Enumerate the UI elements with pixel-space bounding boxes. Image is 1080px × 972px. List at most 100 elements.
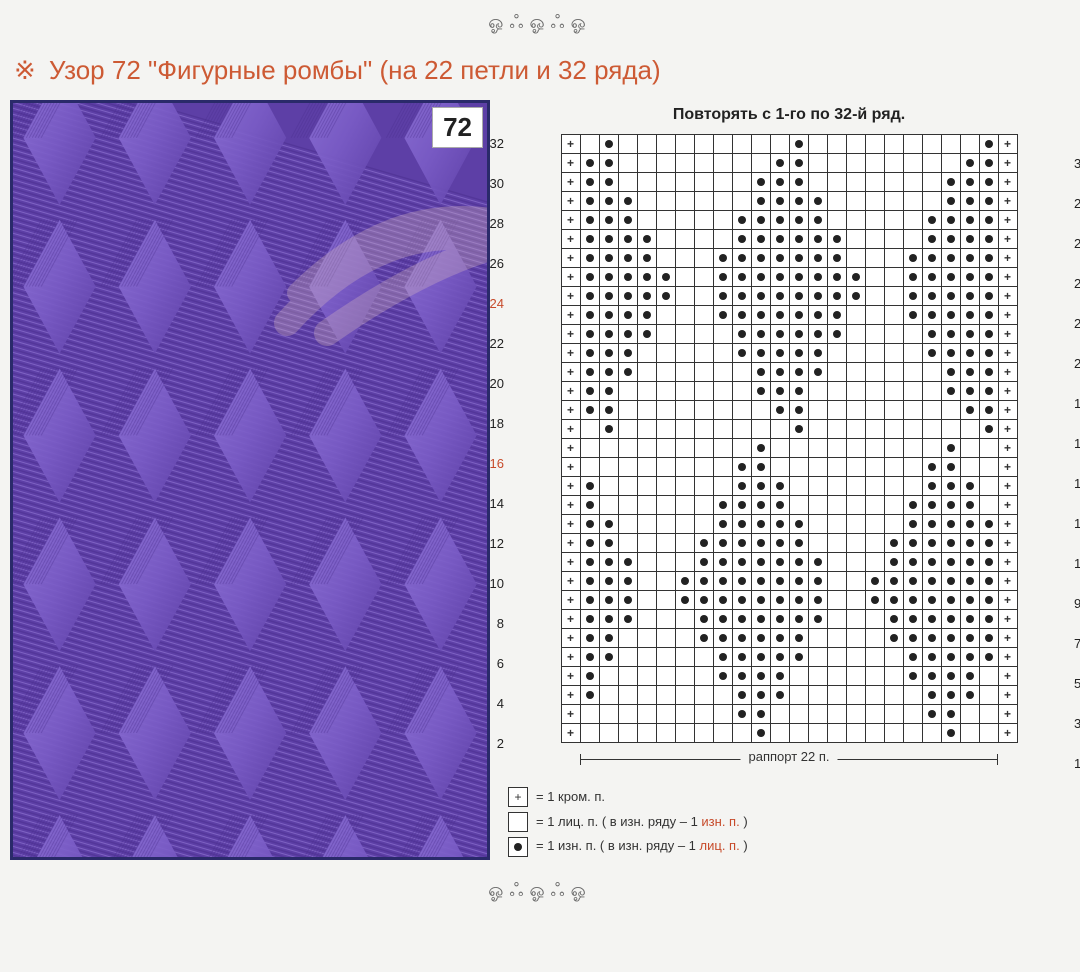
chart-cell (732, 439, 751, 458)
chart-cell (770, 344, 789, 363)
chart-cell (884, 496, 903, 515)
chart-cell (960, 515, 979, 534)
chart-cell (884, 154, 903, 173)
chart-cell (770, 249, 789, 268)
chart-cell (732, 173, 751, 192)
row-label-left: 6 (497, 656, 504, 671)
chart-cell (713, 344, 732, 363)
chart-cell (656, 477, 675, 496)
chart-cell (618, 477, 637, 496)
chart-cell (770, 610, 789, 629)
chart-cell (865, 420, 884, 439)
chart-cell (618, 420, 637, 439)
chart-cell (979, 401, 998, 420)
chart-cell (637, 648, 656, 667)
chart-cell (675, 344, 694, 363)
chart-cell (713, 192, 732, 211)
chart-cell (618, 249, 637, 268)
chart-cell (770, 135, 789, 154)
chart-cell (713, 249, 732, 268)
chart-cell (827, 458, 846, 477)
chart-cell (789, 686, 808, 705)
chart-cell (789, 724, 808, 743)
chart-cell (732, 667, 751, 686)
chart-cell: + (561, 477, 580, 496)
row-label-right: 15 (1074, 476, 1080, 491)
chart-cell (884, 572, 903, 591)
ornament-top: ஓஃஓஃஓ (0, 0, 1080, 47)
chart-cell (922, 515, 941, 534)
chart-cell (675, 610, 694, 629)
chart-cell (941, 420, 960, 439)
chart-cell (580, 230, 599, 249)
chart-cell (865, 591, 884, 610)
chart-cell (580, 724, 599, 743)
chart-cell (599, 192, 618, 211)
chart-cell: + (561, 249, 580, 268)
chart-cell (922, 439, 941, 458)
chart-cell (960, 686, 979, 705)
chart-cell (694, 249, 713, 268)
row-label-left: 18 (490, 416, 504, 431)
chart-cell (789, 667, 808, 686)
chart-cell (789, 572, 808, 591)
chart-cell: + (998, 534, 1017, 553)
chart-cell (770, 458, 789, 477)
chart-cell (770, 325, 789, 344)
chart-cell (580, 648, 599, 667)
chart-cell (713, 211, 732, 230)
chart-cell: + (561, 287, 580, 306)
chart-cell (789, 610, 808, 629)
chart-cell: + (561, 705, 580, 724)
chart-cell (599, 591, 618, 610)
chart-cell (846, 648, 865, 667)
chart-cell (808, 515, 827, 534)
chart-cell (637, 591, 656, 610)
chart-cell (846, 382, 865, 401)
chart-cell (656, 211, 675, 230)
chart-cell (827, 363, 846, 382)
chart-cell (884, 268, 903, 287)
chart-cell (808, 629, 827, 648)
knit-photo: 72 (10, 100, 490, 860)
chart-cell (751, 173, 770, 192)
chart-cell (903, 515, 922, 534)
chart-cell: + (998, 230, 1017, 249)
chart-cell: + (998, 724, 1017, 743)
chart-cell (694, 344, 713, 363)
chart-cell (903, 344, 922, 363)
chart-cell (770, 648, 789, 667)
chart-cell (808, 401, 827, 420)
chart-cell (865, 344, 884, 363)
chart-cell (751, 325, 770, 344)
chart-cell (922, 230, 941, 249)
chart-cell: + (561, 344, 580, 363)
chart-cell (732, 591, 751, 610)
chart-cell (694, 325, 713, 344)
chart-cell (960, 629, 979, 648)
chart-cell (599, 724, 618, 743)
chart-cell (884, 192, 903, 211)
chart-cell (599, 705, 618, 724)
chart-cell (637, 154, 656, 173)
chart-cell (637, 230, 656, 249)
chart-cell (656, 724, 675, 743)
row-label-right: 21 (1074, 356, 1080, 371)
chart-cell (751, 496, 770, 515)
chart-cell: + (998, 458, 1017, 477)
chart-cell (656, 249, 675, 268)
chart-cell (960, 496, 979, 515)
chart-cell (732, 268, 751, 287)
chart-cell (599, 363, 618, 382)
chart-cell (827, 705, 846, 724)
chart-cell (846, 572, 865, 591)
chart-cell (808, 496, 827, 515)
chart-cell: + (998, 135, 1017, 154)
chart-cell (846, 154, 865, 173)
chart-cell: + (998, 211, 1017, 230)
chart-cell (656, 230, 675, 249)
chart-cell (770, 363, 789, 382)
chart-cell: + (998, 192, 1017, 211)
chart-cell: + (998, 249, 1017, 268)
chart-cell (960, 325, 979, 344)
